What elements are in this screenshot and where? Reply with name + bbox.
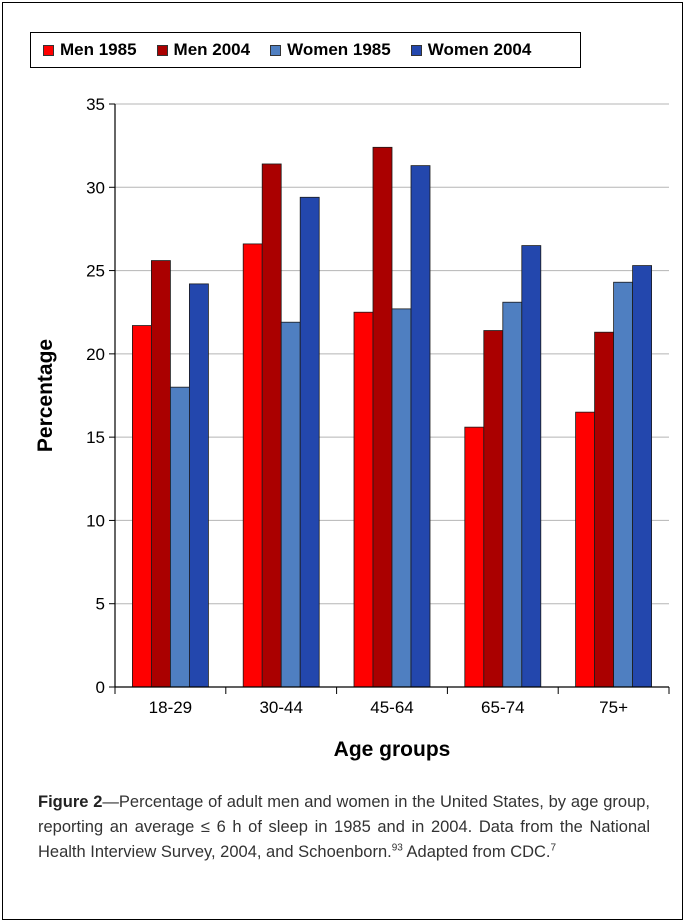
- bar: [483, 330, 504, 688]
- caption-ref-1: 93: [391, 842, 403, 854]
- legend-item-men-1985: Men 1985: [43, 40, 137, 60]
- legend-label-women-2004: Women 2004: [427, 40, 532, 59]
- y-tick-label: 20: [86, 345, 105, 364]
- x-axis-title: Age groups: [334, 738, 451, 761]
- bar: [464, 426, 485, 688]
- y-tick-label: 25: [86, 262, 105, 281]
- legend-swatch-men-2004: [156, 44, 168, 56]
- legend-item-women-2004: Women 2004: [410, 40, 532, 60]
- x-tick-label: 65-74: [481, 698, 524, 717]
- bar: [131, 325, 152, 688]
- caption-text: —Percentage of adult men and women in th…: [38, 793, 651, 861]
- legend-item-women-1985: Women 1985: [270, 40, 391, 60]
- bar: [280, 321, 301, 688]
- bar: [242, 243, 263, 688]
- legend-label-men-2004: Men 2004: [173, 40, 251, 59]
- legend-swatch-women-2004: [410, 44, 422, 56]
- chart-legend: Men 1985 Men 2004 Women 1985 Women 2004: [30, 32, 581, 68]
- bar-chart: 0 5 10 15 20 25 30 35 18-29 30-44 45-64 65-74 75+ Age…: [34, 95, 670, 761]
- legend-swatch-men-1985: [43, 44, 54, 56]
- caption-ref-2: 7: [550, 842, 557, 854]
- figure-caption: Figure 2—Percentage of adult men and wom…: [38, 790, 650, 865]
- x-tick-label: 75+: [599, 698, 628, 717]
- y-tick-label: 35: [86, 95, 105, 114]
- bar: [353, 311, 374, 688]
- legend-label-women-1985: Women 1985: [287, 40, 391, 59]
- bar: [410, 165, 431, 688]
- x-tick-label: 18-29: [149, 698, 192, 717]
- bar: [521, 245, 542, 688]
- bar: [502, 301, 523, 688]
- bar: [391, 308, 412, 688]
- bar: [594, 331, 614, 688]
- legend-label-men-1985: Men 1985: [60, 40, 137, 59]
- bar: [575, 411, 595, 688]
- bar: [169, 386, 190, 688]
- legend-item-men-2004: Men 2004: [156, 40, 251, 60]
- bar: [632, 265, 652, 688]
- y-tick-label: 30: [86, 178, 105, 197]
- y-axis-title: Percentage: [34, 339, 57, 452]
- y-tick-label: 0: [96, 678, 105, 697]
- bar: [261, 163, 282, 688]
- bar: [372, 146, 393, 688]
- bar: [613, 281, 633, 688]
- legend-swatch-women-1985: [270, 44, 282, 56]
- y-tick-label: 10: [86, 511, 105, 530]
- x-tick-label: 30-44: [259, 698, 302, 717]
- caption-text-2: Adapted from CDC.: [402, 843, 551, 861]
- bar: [188, 283, 209, 688]
- y-tick-label: 15: [86, 428, 105, 447]
- y-tick-label: 5: [96, 595, 105, 614]
- bar: [150, 260, 171, 688]
- bar: [299, 196, 320, 688]
- caption-figure-label: Figure 2: [38, 793, 103, 811]
- x-tick-label: 45-64: [370, 698, 413, 717]
